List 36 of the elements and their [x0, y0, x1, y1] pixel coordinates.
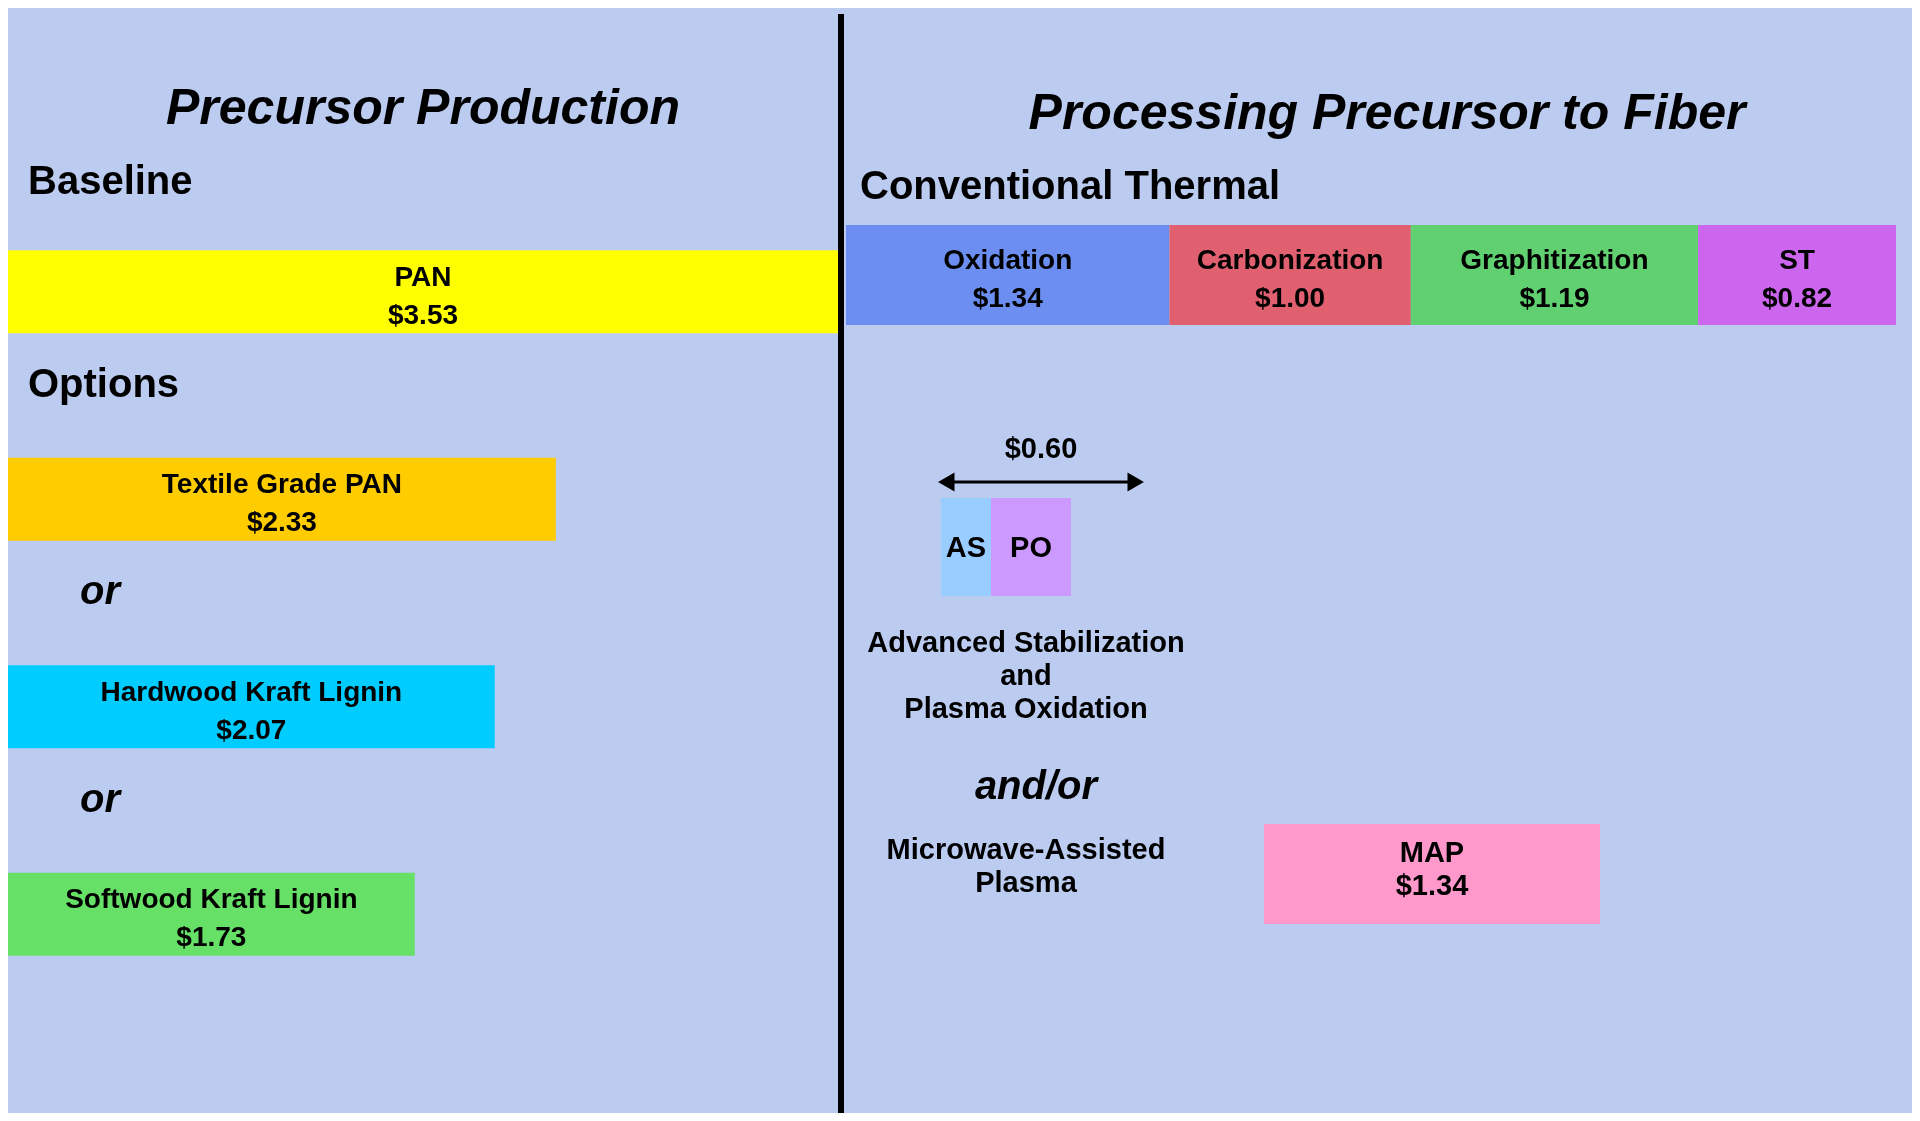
bar [1410, 225, 1699, 325]
y-tick-label: PAN [394, 260, 452, 292]
annotation: or [80, 568, 120, 613]
chart-title: Processing Precursor to Fiber [1027, 83, 1749, 142]
text: Microwave-Assisted Plasma [885, 833, 1167, 899]
annotation: Baseline [28, 158, 193, 203]
text: Precursor Production [165, 78, 681, 137]
data-label: $1.00 [1255, 282, 1326, 313]
y-tick-label: Textile Grade PAN [161, 468, 402, 500]
series-label: ST [1779, 244, 1815, 275]
data-label: $1.34 [972, 282, 1044, 313]
data-label: $2.33 [246, 506, 317, 538]
series-label: Graphitization [1460, 244, 1649, 275]
data-label: $1.19 [1519, 282, 1590, 313]
text: $0.60 [1003, 432, 1079, 465]
series-label: Carbonization [1196, 244, 1384, 275]
data-label: $2.07 [216, 713, 287, 745]
bar [8, 457, 556, 541]
data-label: $3.53 [387, 298, 459, 330]
series-label: Oxidation [943, 244, 1073, 275]
annotation: Options [28, 360, 180, 406]
data-label: $0.82 [1762, 282, 1833, 313]
text: PO [991, 498, 1071, 596]
bar [1698, 225, 1896, 325]
annotation: or [80, 775, 120, 821]
data-label: $1.73 [176, 921, 247, 953]
text: AS [941, 498, 991, 596]
bar [8, 250, 838, 334]
text: and/or [973, 763, 1100, 808]
text: Advanced Stabilization and Plasma Oxidation [866, 626, 1186, 725]
y-tick-label: Hardwood Kraft Lignin [100, 675, 403, 707]
bar [846, 225, 1170, 325]
y-tick-label: Softwood Kraft Lignin [65, 883, 358, 915]
bar [8, 665, 495, 749]
chart-subtitle: Conventional Thermal [860, 163, 1282, 209]
text: MAP $1.34 [1264, 824, 1600, 924]
